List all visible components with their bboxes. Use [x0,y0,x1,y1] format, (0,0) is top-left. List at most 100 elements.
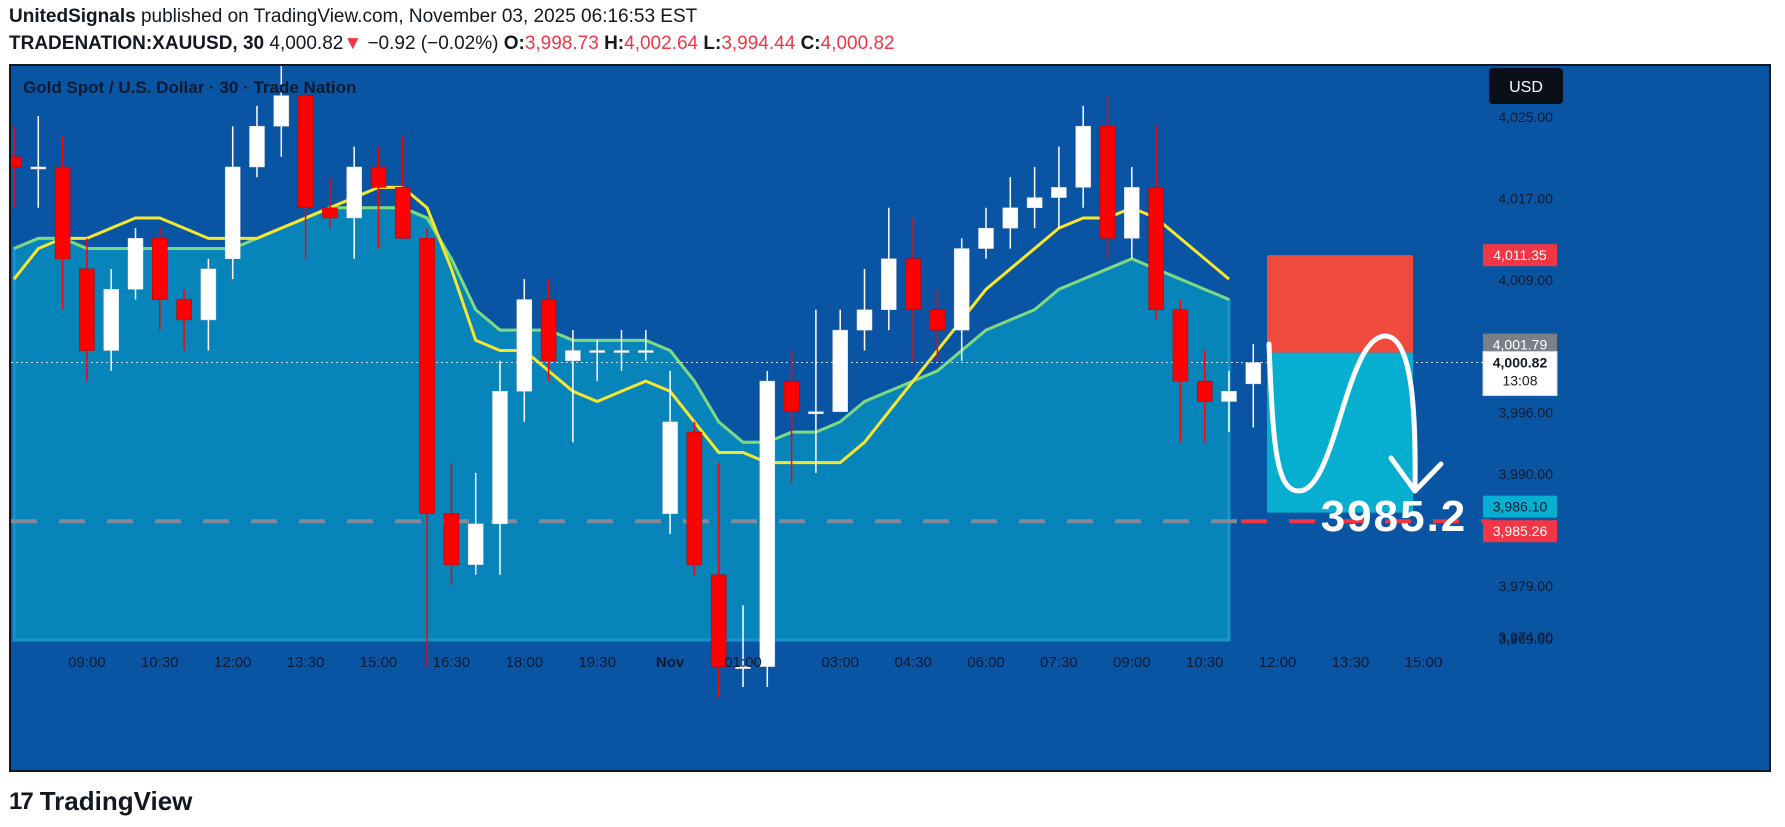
candle-bear[interactable] [783,380,800,412]
y-axis-tick: 3,996.00 [1499,405,1554,421]
candle-bear[interactable] [1099,125,1116,239]
candle-bull[interactable] [467,523,484,565]
price-chart[interactable]: 4,025.00 4,017.00 4,009.00 3,996.00 3,990.00… [11,66,1769,770]
candle-bull[interactable] [953,248,970,331]
candle-bull[interactable] [127,238,144,290]
symbol-name[interactable]: TRADENATION:XAUUSD, 30 [9,33,265,54]
candle-bear[interactable] [929,309,946,331]
countdown-timer: 13:08 [1502,373,1537,389]
open-value: 3,998.73 [524,33,599,54]
candle-bull[interactable] [565,350,581,361]
close-value: 4,000.82 [820,33,895,54]
candle-bull[interactable] [881,258,897,310]
candle-bull[interactable] [1051,187,1067,198]
candle-bear[interactable] [1172,309,1189,382]
header-change: −0.92 (−0.02%) [367,33,499,54]
x-axis-tick: 10:30 [1186,654,1224,671]
y-axis-tick: 4,025.00 [1499,109,1554,125]
x-axis-tick: 01:00 [724,654,762,671]
candle-bull[interactable] [1245,362,1262,385]
candle-bear[interactable] [79,268,95,351]
currency-button-bg[interactable] [1489,68,1563,104]
x-axis-tick: Nov [656,654,685,671]
candle-bear[interactable] [443,513,460,565]
candle-bull[interactable] [492,391,508,525]
candle-bull[interactable] [759,380,776,667]
x-axis-tick: 15:00 [360,654,398,671]
candle-bull[interactable] [613,350,630,353]
candle-bear[interactable] [370,166,387,188]
candle-bear[interactable] [11,156,22,168]
candle-bull[interactable] [516,299,533,392]
close-label: C: [800,33,821,54]
candle-bull[interactable] [103,289,119,351]
y-axis-tick: 3,974.00 [1499,629,1554,645]
candle-bear[interactable] [710,574,727,667]
candle-bull[interactable] [30,166,47,170]
ema-fast-line [12,185,1230,465]
candle-bear[interactable] [419,238,435,514]
y-axis-tick: 4,017.00 [1499,191,1554,207]
stop-price-tag-bg [1483,244,1557,267]
x-axis-tick: 10:30 [141,654,179,671]
currency-button[interactable]: USD [1509,79,1543,96]
candle-bull[interactable] [638,350,654,353]
header-price: 4,000.82 [269,33,344,54]
tradingview-logo-icon: 17 [9,787,34,815]
x-axis-tick: 13:30 [287,654,325,671]
candle-bear[interactable] [540,299,557,361]
x-axis-tick: 18:00 [506,654,544,671]
high-label: H: [604,33,625,54]
line-price-tag: 3,985.26 [1493,523,1548,539]
candle-bull[interactable] [1221,391,1237,402]
candle-bull[interactable] [200,268,217,321]
candle-bull[interactable] [735,666,751,669]
x-axis-tick: 13:30 [1332,654,1370,671]
y-axis-tick: 4,009.00 [1499,272,1554,288]
candle-bull[interactable] [978,227,994,249]
candle-bear[interactable] [176,299,192,321]
candle-bull[interactable] [224,166,241,259]
published-text: published on TradingView.com, November 0… [135,6,698,27]
candle-bull[interactable] [1075,125,1091,188]
x-axis-tick: 07:30 [1040,654,1078,671]
candle-bull[interactable] [808,411,824,414]
low-value: 3,994.44 [721,33,796,54]
time-axis-area [11,702,1769,770]
tradingview-brand[interactable]: 17 TradingView [9,786,192,817]
candle-bear[interactable] [1148,187,1164,310]
line-price-tag-bg [1483,520,1557,543]
author-name[interactable]: UnitedSignals [9,6,136,27]
y-axis-tick: 3,990.00 [1499,466,1554,482]
candle-bull[interactable] [346,166,362,219]
x-axis-tick: 09:00 [1113,654,1151,671]
candle-bear[interactable] [395,187,411,239]
x-axis-tick: 09:00 [68,654,106,671]
projection-curve [1266,333,1418,494]
candle-bull[interactable] [832,329,848,412]
y-axis-tick: 3,969.50 [1499,631,1554,647]
candle-bull[interactable] [1124,187,1140,239]
candle-bear[interactable] [1196,380,1213,402]
candle-bull[interactable] [1002,207,1019,229]
candle-bear[interactable] [297,95,314,209]
last-price-tag-bg [1482,351,1558,397]
target-price-tag-bg [1483,495,1557,518]
publish-info: UnitedSignals published on TradingView.c… [9,6,697,28]
x-axis-tick: 16:30 [433,654,471,671]
candle-bull[interactable] [856,309,873,331]
chart-container[interactable]: 4,025.00 4,017.00 4,009.00 3,996.00 3,990.00… [9,64,1771,772]
candle-bear[interactable] [54,166,71,259]
open-label: O: [503,33,525,54]
candle-bear[interactable] [322,207,338,219]
entry-price-tag-bg [1483,333,1557,356]
candle-bull[interactable] [662,421,678,514]
candle-bear[interactable] [152,238,168,300]
candle-bull[interactable] [273,95,290,127]
candle-bear[interactable] [905,258,921,310]
candle-bull[interactable] [589,350,605,353]
candle-bear[interactable] [686,431,703,565]
candle-bull[interactable] [249,125,265,168]
arrow-down-icon [1388,455,1444,494]
candle-bull[interactable] [1026,197,1043,209]
